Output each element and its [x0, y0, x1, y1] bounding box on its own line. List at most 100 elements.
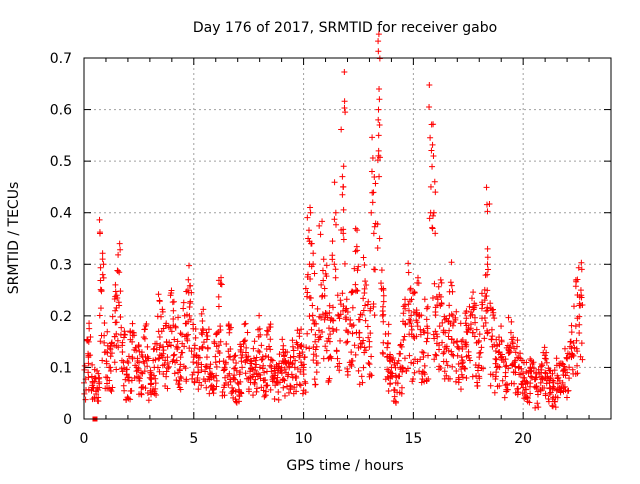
data-point [430, 331, 437, 338]
data-point [314, 305, 321, 312]
data-point [246, 374, 253, 381]
data-point [306, 261, 313, 268]
data-point [424, 335, 431, 342]
data-point [85, 386, 92, 393]
data-point [470, 289, 477, 296]
data-point [402, 296, 409, 303]
data-point [281, 377, 288, 384]
data-point [429, 163, 436, 170]
data-point [242, 370, 249, 377]
data-point [335, 311, 342, 318]
data-point [406, 352, 413, 359]
data-point [100, 274, 107, 281]
data-point [287, 386, 294, 393]
data-point [202, 378, 209, 385]
data-point [255, 347, 262, 354]
data-point [129, 320, 136, 327]
data-point [232, 376, 239, 383]
data-point [340, 236, 347, 243]
data-point [459, 346, 466, 353]
data-point [344, 371, 351, 378]
data-point [354, 287, 361, 294]
data-point [184, 287, 191, 294]
data-point [450, 339, 457, 346]
data-point [363, 281, 370, 288]
data-point [527, 365, 534, 372]
data-point [276, 351, 283, 358]
data-point [141, 335, 148, 342]
data-point [380, 298, 387, 305]
data-point [329, 256, 336, 263]
data-point [378, 267, 385, 274]
data-point [360, 337, 367, 344]
data-point [367, 307, 374, 314]
data-point [305, 227, 312, 234]
data-point [483, 201, 490, 208]
data-point [482, 272, 489, 279]
y-tick-label: 0.4 [50, 206, 72, 222]
data-point [427, 183, 434, 190]
data-point [209, 387, 216, 394]
data-point [374, 244, 381, 251]
data-point [133, 368, 140, 375]
data-point [206, 390, 213, 397]
data-point [432, 351, 439, 358]
data-point [380, 318, 387, 325]
data-point [578, 340, 585, 347]
data-point [231, 372, 238, 379]
data-point [489, 371, 496, 378]
data-point [428, 121, 435, 128]
data-point [370, 230, 377, 237]
data-point [123, 366, 130, 373]
data-point [482, 319, 489, 326]
data-point [483, 184, 490, 191]
data-point [436, 323, 443, 330]
data-point [340, 206, 347, 213]
data-point [405, 260, 412, 267]
data-point [321, 292, 328, 299]
data-point [124, 358, 131, 365]
data-point [188, 348, 195, 355]
data-point [210, 374, 217, 381]
data-point [233, 360, 240, 367]
data-point [424, 330, 431, 337]
data-point [578, 292, 585, 299]
data-point [461, 365, 468, 372]
data-point [384, 366, 391, 373]
data-point [304, 330, 311, 337]
data-point [306, 313, 313, 320]
data-point [296, 381, 303, 388]
data-point [170, 315, 177, 322]
data-point [136, 375, 143, 382]
data-point [492, 348, 499, 354]
data-point [193, 360, 200, 367]
data-point [443, 358, 450, 365]
data-point [89, 361, 96, 368]
data-point [323, 347, 330, 354]
data-point [447, 279, 454, 286]
data-point [255, 326, 262, 333]
data-point [436, 291, 443, 298]
data-point [118, 324, 125, 331]
data-point [405, 269, 412, 276]
data-point [109, 384, 116, 391]
data-point [355, 344, 362, 351]
data-point [156, 368, 163, 375]
data-point [351, 265, 358, 272]
data-point [237, 369, 244, 376]
data-point [311, 270, 318, 277]
data-point [144, 343, 151, 350]
data-point [337, 337, 344, 344]
data-point [391, 361, 398, 368]
data-point [145, 397, 152, 404]
data-point [330, 304, 337, 311]
data-point [220, 367, 227, 374]
data-point [185, 276, 192, 283]
data-point [429, 295, 436, 302]
data-point [144, 390, 151, 397]
data-point [162, 322, 169, 329]
data-point [512, 349, 519, 356]
data-point [477, 349, 484, 356]
data-point [431, 178, 438, 185]
data-point [420, 349, 427, 356]
